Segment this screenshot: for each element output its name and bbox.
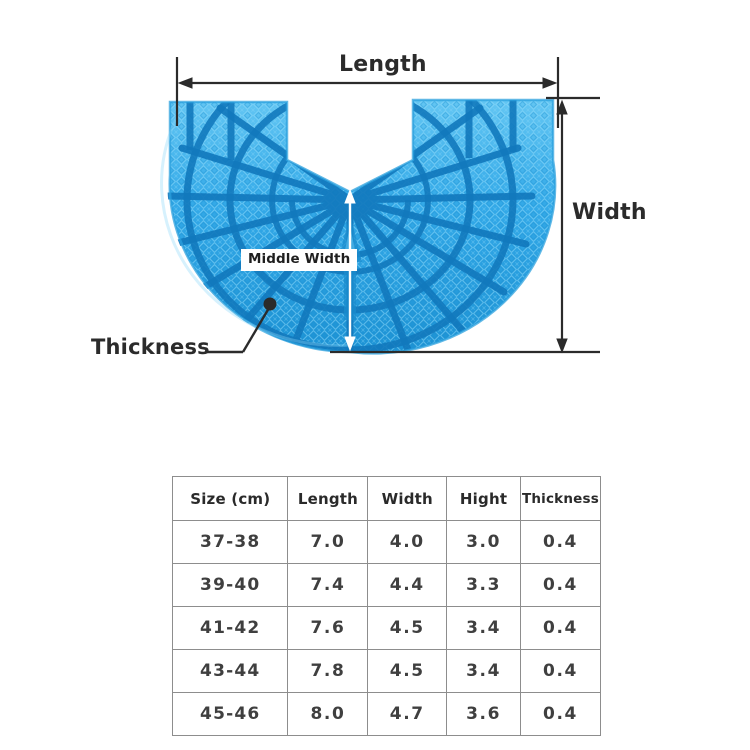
cell-width: 4.4	[367, 563, 448, 607]
cell-thickness: 0.4	[519, 692, 602, 736]
length-label: Length	[339, 52, 427, 77]
width-label: Width	[572, 200, 647, 225]
cell-thickness: 0.4	[519, 520, 602, 564]
cell-thickness: 0.4	[519, 563, 602, 607]
cell-width: 4.5	[367, 649, 448, 693]
cell-hight: 3.4	[446, 606, 521, 650]
cell-size: 37-38	[171, 520, 289, 564]
cell-length: 7.8	[287, 649, 369, 693]
cell-length: 8.0	[287, 692, 369, 736]
length-arrow-left	[177, 77, 193, 89]
middle-width-arrow-top	[344, 188, 356, 204]
cell-thickness: 0.4	[519, 606, 602, 650]
thickness-anchor-dot	[263, 297, 277, 311]
thickness-leader-diagonal	[241, 307, 271, 353]
heel-pad-body	[160, 98, 557, 355]
cell-size: 43-44	[171, 649, 289, 693]
column-header-length: Length	[287, 476, 369, 521]
width-arrow-bottom	[556, 338, 568, 354]
table-row: 41-42 7.6 4.5 3.4 0.4	[171, 606, 602, 650]
cell-size: 45-46	[171, 692, 289, 736]
cell-length: 7.4	[287, 563, 369, 607]
column-header-thickness: Thickness	[519, 476, 602, 521]
middle-width-label: Middle Width	[241, 249, 358, 271]
table-row: 45-46 8.0 4.7 3.6 0.4	[171, 692, 602, 736]
cell-size: 41-42	[171, 606, 289, 650]
heel-pad-diagram: Length Width Thickness Middle Width	[91, 52, 647, 359]
middle-width-arrow-bottom	[344, 336, 356, 352]
cell-hight: 3.6	[446, 692, 521, 736]
table-header: Size (cm) Length Width Hight Thickness	[171, 476, 602, 521]
cell-size: 39-40	[171, 563, 289, 607]
cell-length: 7.6	[287, 606, 369, 650]
cell-width: 4.0	[367, 520, 448, 564]
cell-thickness: 0.4	[519, 649, 602, 693]
size-specification-table: Size (cm) Length Width Hight Thickness 3…	[171, 476, 602, 736]
cell-length: 7.0	[287, 520, 369, 564]
column-header-size: Size (cm)	[171, 476, 289, 521]
table-row: 37-38 7.0 4.0 3.0 0.4	[171, 520, 602, 564]
column-header-width: Width	[367, 476, 448, 521]
dimension-annotations	[175, 57, 600, 354]
length-arrow-right	[542, 77, 558, 89]
table-row: 39-40 7.4 4.4 3.3 0.4	[171, 563, 602, 607]
cell-hight: 3.0	[446, 520, 521, 564]
table-row: 43-44 7.8 4.5 3.4 0.4	[171, 649, 602, 693]
cell-hight: 3.3	[446, 563, 521, 607]
width-arrow-top	[556, 99, 568, 115]
thickness-label: Thickness	[91, 335, 210, 359]
cell-width: 4.5	[367, 606, 448, 650]
cell-width: 4.7	[367, 692, 448, 736]
heel-pad-illustration	[160, 57, 600, 355]
pad-highlight	[160, 114, 351, 347]
table-header-row: Size (cm) Length Width Hight Thickness	[171, 476, 602, 521]
cell-hight: 3.4	[446, 649, 521, 693]
wing-grooves	[186, 100, 517, 160]
column-header-hight: Hight	[446, 476, 521, 521]
table-body: 37-38 7.0 4.0 3.0 0.4 39-40 7.4 4.4 3.3 …	[171, 520, 602, 736]
